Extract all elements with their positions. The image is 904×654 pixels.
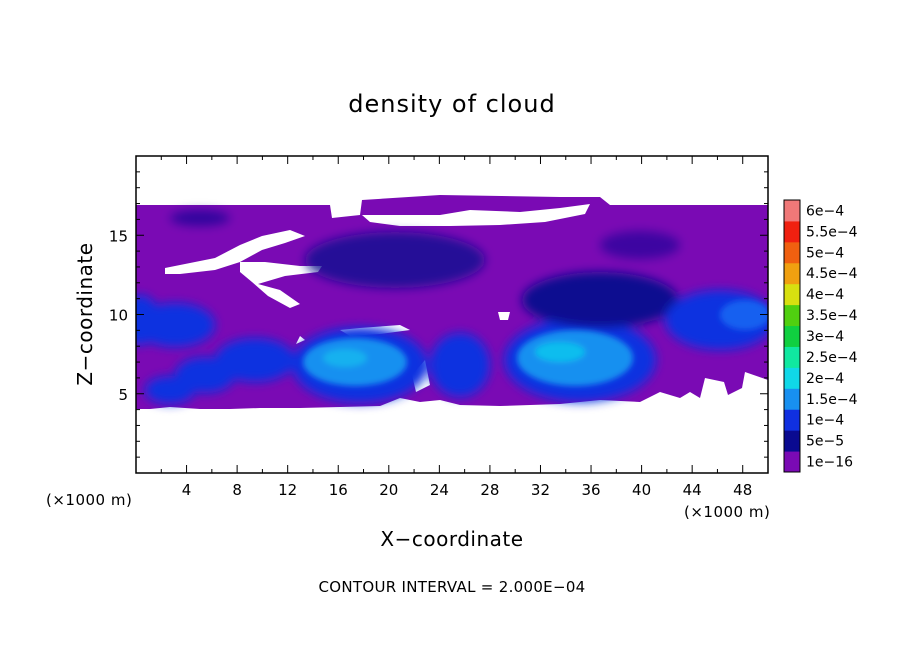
x-tick-label: 8 [232,481,242,499]
colorbar-label: 3e−4 [806,329,844,345]
plot-area [136,156,768,473]
chart-title: density of cloud [348,90,555,118]
colorbar-swatch [784,367,800,389]
x-tick-label: 28 [480,481,499,499]
x-axis-label: X−coordinate [380,527,523,551]
colorbar-label: 1e−16 [806,455,853,471]
x-unit-right: (×1000 m) [684,503,770,521]
colorbar-swatch [784,304,800,327]
density-cells [136,210,768,404]
colorbar-frame [783,199,801,473]
colorbar-label: 2.5e−4 [806,350,858,366]
colorbar-swatch [784,451,800,473]
colorbar-swatch [784,220,800,243]
y-axis-ticks: 5 10 15 [109,171,768,458]
colorbar-label: 4e−4 [806,287,844,303]
x-tick-label: 44 [683,481,702,499]
y-axis-label: Z−coordinate [73,242,97,385]
x-tick-label: 36 [581,481,600,499]
y-tick-label: 10 [109,307,128,325]
x-tick-label: 24 [430,481,449,499]
x-tick-label: 12 [278,481,297,499]
colorbar-label: 3.5e−4 [806,308,858,324]
density-cores [303,300,768,386]
colorbar-swatch [784,430,800,452]
colorbar: 1e−16 5e−5 1e−4 1.5e−4 2e−4 2.5e−4 3e−4 3.5e−4 4… [783,199,858,473]
colorbar-swatch [784,409,800,431]
colorbar-swatch [784,200,800,222]
colorbar-swatch [784,241,800,264]
colorbar-label: 5e−5 [806,434,844,450]
colorbar-label: 2e−4 [806,371,844,387]
x-tick-label: 16 [329,481,348,499]
y-tick-label: 15 [109,227,128,245]
colorbar-label: 5e−4 [806,245,844,261]
colorbar-swatch [784,283,800,306]
colorbar-label: 5.5e−4 [806,224,858,240]
x-tick-label: 4 [182,481,192,499]
colorbar-label: 1e−4 [806,413,844,429]
x-tick-label: 40 [632,481,651,499]
colorbar-swatch [784,262,800,285]
colorbar-swatch [784,388,800,410]
x-tick-label: 32 [531,481,550,499]
x-tick-label: 48 [733,481,752,499]
x-unit-left: (×1000 m) [46,491,132,509]
colorbar-swatch [784,325,800,347]
colorbar-label: 6e−4 [806,203,844,219]
colorbar-swatch [784,346,800,368]
x-tick-label: 20 [379,481,398,499]
y-tick-label: 5 [118,386,128,404]
x-axis-ticks: 4 8 12 16 20 24 28 32 36 40 44 48 [160,156,752,499]
colorbar-label: 1.5e−4 [806,392,858,408]
contour-interval-note: CONTOUR INTERVAL = 2.000E−04 [318,578,585,596]
colorbar-label: 4.5e−4 [806,266,858,282]
